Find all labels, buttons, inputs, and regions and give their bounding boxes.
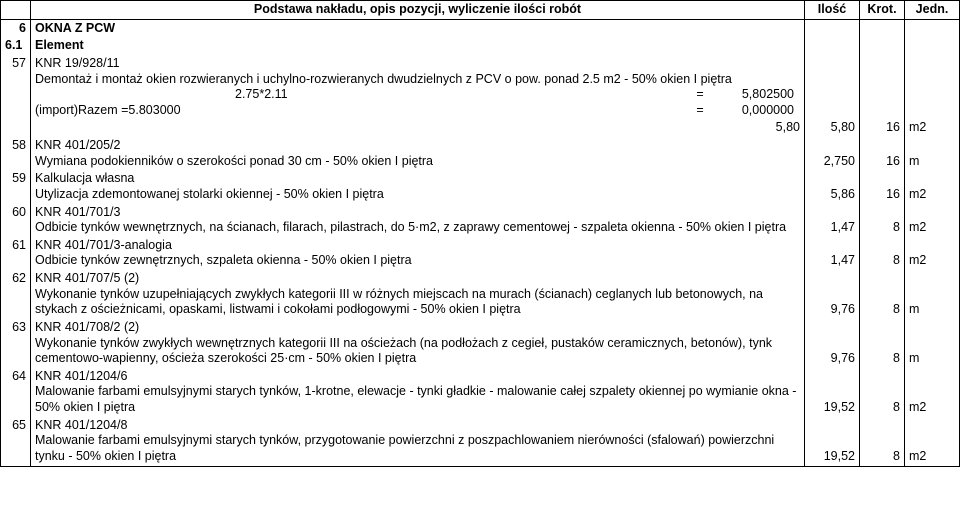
row-krot: 8 bbox=[860, 417, 905, 466]
row-qty2: 5,80 bbox=[31, 119, 805, 137]
row-num: 65 bbox=[1, 417, 31, 466]
row-num: 61 bbox=[1, 237, 31, 270]
row-krot: 16 bbox=[860, 170, 905, 203]
row-qty: 9,76 bbox=[805, 319, 860, 368]
calc-expr: (import)Razem =5.803000 bbox=[35, 103, 690, 119]
th-unit: Jedn. bbox=[905, 1, 960, 20]
row-num: 63 bbox=[1, 319, 31, 368]
row-krot: 8 bbox=[860, 204, 905, 237]
row-qty: 1,47 bbox=[805, 237, 860, 270]
row-desc: Demontaż i montaż okien rozwieranych i u… bbox=[35, 72, 732, 86]
row-desc: Wykonanie tynków zwykłych wewnętrznych k… bbox=[35, 336, 772, 366]
th-krot: Krot. bbox=[860, 1, 905, 20]
row-desc: Malowanie farbami emulsyjnymi starych ty… bbox=[35, 384, 796, 414]
table-row: 65 KNR 401/1204/8 Malowanie farbami emul… bbox=[1, 417, 960, 466]
row-unit: m2 bbox=[905, 368, 960, 417]
row-num: 57 bbox=[1, 55, 31, 120]
row-num: 62 bbox=[1, 270, 31, 319]
calc-eq: = bbox=[690, 87, 710, 103]
row-desc: Odbicie tynków wewnętrznych, na ścianach… bbox=[35, 220, 786, 234]
subsection-num: 6.1 bbox=[1, 37, 31, 55]
table-row: 61 KNR 401/701/3-analogia Odbicie tynków… bbox=[1, 237, 960, 270]
row-krot: 8 bbox=[860, 237, 905, 270]
row-code: KNR 401/205/2 bbox=[35, 138, 120, 152]
subsection-row: 6.1 Element bbox=[1, 37, 960, 55]
subsection-title: Element bbox=[31, 37, 805, 55]
row-code: KNR 401/707/5 (2) bbox=[35, 271, 139, 285]
table-row-total: 5,80 5,80 16 m2 bbox=[1, 119, 960, 137]
calc-expr: 2.75*2.11 bbox=[35, 87, 690, 103]
th-desc: Podstawa nakładu, opis pozycji, wyliczen… bbox=[31, 1, 805, 20]
row-unit: m2 bbox=[905, 417, 960, 466]
row-desc: Utylizacja zdemontowanej stolarki okienn… bbox=[35, 187, 384, 201]
row-unit: m2 bbox=[905, 204, 960, 237]
row-code: KNR 401/1204/8 bbox=[35, 418, 127, 432]
section-title: OKNA Z PCW bbox=[31, 19, 805, 37]
row-num: 60 bbox=[1, 204, 31, 237]
row-code: KNR 19/928/11 bbox=[35, 56, 120, 70]
row-unit: m bbox=[905, 319, 960, 368]
row-krot: 8 bbox=[860, 270, 905, 319]
cost-table: Podstawa nakładu, opis pozycji, wyliczen… bbox=[0, 0, 960, 467]
section-row: 6 OKNA Z PCW bbox=[1, 19, 960, 37]
calc-eq: = bbox=[690, 103, 710, 119]
row-code: Kalkulacja własna bbox=[35, 171, 134, 185]
row-unit: m2 bbox=[905, 119, 960, 137]
row-qty: 5,80 bbox=[805, 119, 860, 137]
th-blank bbox=[1, 1, 31, 20]
row-unit: m2 bbox=[905, 170, 960, 203]
calc-result: 0,000000 bbox=[710, 103, 800, 119]
row-qty: 19,52 bbox=[805, 368, 860, 417]
row-krot: 16 bbox=[860, 137, 905, 170]
row-unit: m bbox=[905, 270, 960, 319]
row-desc: Wymiana podokienników o szerokości ponad… bbox=[35, 154, 433, 168]
row-desc: Wykonanie tynków uzupełniających zwykłyc… bbox=[35, 287, 763, 317]
table-row: 59 Kalkulacja własna Utylizacja zdemonto… bbox=[1, 170, 960, 203]
row-content: KNR 19/928/11 Demontaż i montaż okien ro… bbox=[31, 55, 805, 120]
table-row: 58 KNR 401/205/2 Wymiana podokienników o… bbox=[1, 137, 960, 170]
table-header-row: Podstawa nakładu, opis pozycji, wyliczen… bbox=[1, 1, 960, 20]
row-code: KNR 401/701/3-analogia bbox=[35, 238, 172, 252]
row-unit: m bbox=[905, 137, 960, 170]
th-qty: Ilość bbox=[805, 1, 860, 20]
table-row: 63 KNR 401/708/2 (2) Wykonanie tynków zw… bbox=[1, 319, 960, 368]
row-num: 58 bbox=[1, 137, 31, 170]
section-num: 6 bbox=[1, 19, 31, 37]
row-code: KNR 401/1204/6 bbox=[35, 369, 127, 383]
row-krot: 8 bbox=[860, 319, 905, 368]
calc-result: 5,802500 bbox=[710, 87, 800, 103]
table-row: 64 KNR 401/1204/6 Malowanie farbami emul… bbox=[1, 368, 960, 417]
row-num: 64 bbox=[1, 368, 31, 417]
row-unit: m2 bbox=[905, 237, 960, 270]
row-krot: 16 bbox=[860, 119, 905, 137]
table-row: 60 KNR 401/701/3 Odbicie tynków wewnętrz… bbox=[1, 204, 960, 237]
row-qty: 5,86 bbox=[805, 170, 860, 203]
table-row: 62 KNR 401/707/5 (2) Wykonanie tynków uz… bbox=[1, 270, 960, 319]
row-code: KNR 401/701/3 bbox=[35, 205, 120, 219]
row-krot: 8 bbox=[860, 368, 905, 417]
row-qty: 1,47 bbox=[805, 204, 860, 237]
row-code: KNR 401/708/2 (2) bbox=[35, 320, 139, 334]
row-qty: 19,52 bbox=[805, 417, 860, 466]
row-desc: Malowanie farbami emulsyjnymi starych ty… bbox=[35, 433, 774, 463]
row-num: 59 bbox=[1, 170, 31, 203]
table-row: 57 KNR 19/928/11 Demontaż i montaż okien… bbox=[1, 55, 960, 120]
row-desc: Odbicie tynków zewnętrznych, szpaleta ok… bbox=[35, 253, 412, 267]
row-qty: 2,750 bbox=[805, 137, 860, 170]
row-qty: 9,76 bbox=[805, 270, 860, 319]
